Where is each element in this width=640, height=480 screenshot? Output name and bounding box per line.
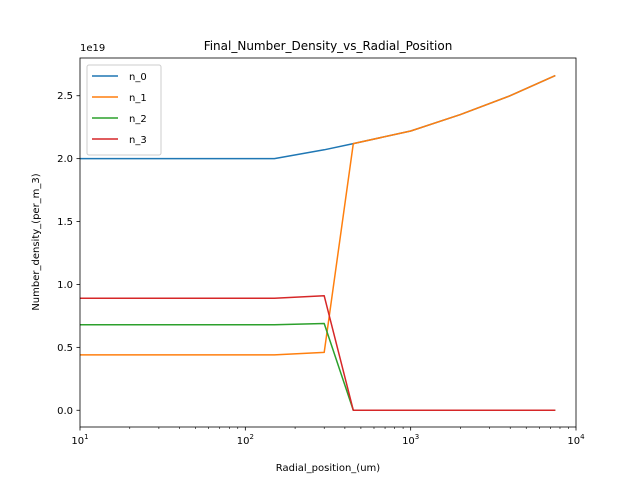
legend-box xyxy=(86,64,162,156)
y-tick-label: 1.5 xyxy=(57,217,73,228)
y-axis-label: Number_density_(per_m_3) xyxy=(31,173,42,310)
plot-lines xyxy=(80,74,556,412)
plot-frame xyxy=(79,57,577,428)
series-line-n_3 xyxy=(80,295,556,412)
legend-label-n_3: n_3 xyxy=(129,135,147,146)
legend-label-n_0: n_0 xyxy=(129,72,147,83)
y-tick-label: 0.5 xyxy=(57,343,73,354)
series-line-n_1 xyxy=(80,74,556,356)
legend: n_0 n_1 n_2 n_3 xyxy=(86,64,162,156)
chart-title: Final_Number_Density_vs_Radial_Position xyxy=(204,39,453,53)
y-tick-label: 2.5 xyxy=(57,91,73,102)
y-tick-label: 2.0 xyxy=(57,154,73,165)
y-tick-label: 1.0 xyxy=(57,280,73,291)
x-axis-label: Radial_position_(um) xyxy=(276,463,380,474)
legend-label-n_2: n_2 xyxy=(129,114,147,125)
y-tick-label: 0.0 xyxy=(57,406,73,417)
y-axis: 0.0 0.5 1.0 1.5 2.0 2.5 xyxy=(57,91,80,417)
y-offset-label: 1e19 xyxy=(80,43,105,54)
legend-label-n_1: n_1 xyxy=(129,93,147,104)
